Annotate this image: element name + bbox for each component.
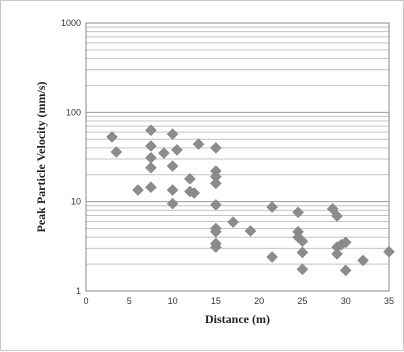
data-point [171, 144, 183, 156]
x-tick-label: 5 [127, 296, 132, 306]
x-tick-label: 25 [297, 296, 307, 306]
data-point [158, 147, 170, 159]
x-tick-label: 30 [341, 296, 351, 306]
data-point [296, 246, 309, 259]
data-point [184, 173, 196, 185]
y-tick-label: 1000 [61, 18, 81, 28]
data-point [166, 197, 179, 210]
data-point [145, 181, 157, 194]
data-point [145, 151, 157, 164]
data-point [210, 142, 222, 154]
data-point [339, 264, 352, 277]
data-point [266, 201, 278, 213]
data-point [296, 263, 309, 276]
data-point [383, 245, 395, 258]
data-point [188, 187, 201, 199]
y-axis-ticks: 1 10 100 1000 [61, 18, 81, 296]
x-tick-label: 15 [211, 296, 221, 306]
y-tick-label: 100 [66, 107, 81, 117]
y-tick-label: 1 [76, 286, 81, 296]
data-point [145, 124, 157, 137]
data-point [145, 161, 157, 174]
x-tick-label: 20 [254, 296, 264, 306]
data-point [210, 199, 222, 211]
data-point [326, 203, 339, 215]
data-point [132, 184, 144, 196]
data-point [331, 248, 343, 260]
x-tick-label: 10 [168, 296, 178, 306]
data-point [166, 160, 179, 172]
data-point [331, 210, 343, 222]
x-tick-label: 0 [83, 296, 88, 306]
x-tick-label: 35 [384, 296, 394, 306]
data-point [210, 225, 222, 238]
x-axis-title: Distance (m) [205, 312, 270, 326]
x-axis-ticks: 0 5 10 15 20 25 30 35 [83, 296, 394, 306]
data-point [227, 216, 240, 228]
data-point [106, 131, 118, 143]
data-points [106, 124, 395, 277]
data-point [145, 140, 157, 152]
data-point [166, 128, 179, 140]
data-point [339, 236, 352, 249]
data-point [244, 225, 257, 237]
data-point [210, 177, 222, 190]
plot-area-border [85, 22, 390, 292]
data-point [192, 138, 205, 151]
grid-layer [86, 26, 389, 292]
y-axis-title: Peak Particle Velocity (mm/s) [34, 82, 48, 233]
data-point [210, 241, 222, 253]
data-point [292, 206, 304, 219]
data-point [166, 184, 179, 196]
data-point [266, 251, 278, 263]
data-point [110, 146, 123, 158]
y-tick-label: 10 [71, 197, 81, 207]
data-point [357, 254, 369, 267]
